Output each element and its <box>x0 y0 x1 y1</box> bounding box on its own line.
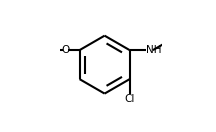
Text: Cl: Cl <box>124 94 135 104</box>
Text: O: O <box>62 45 70 55</box>
Text: NH: NH <box>146 45 162 55</box>
